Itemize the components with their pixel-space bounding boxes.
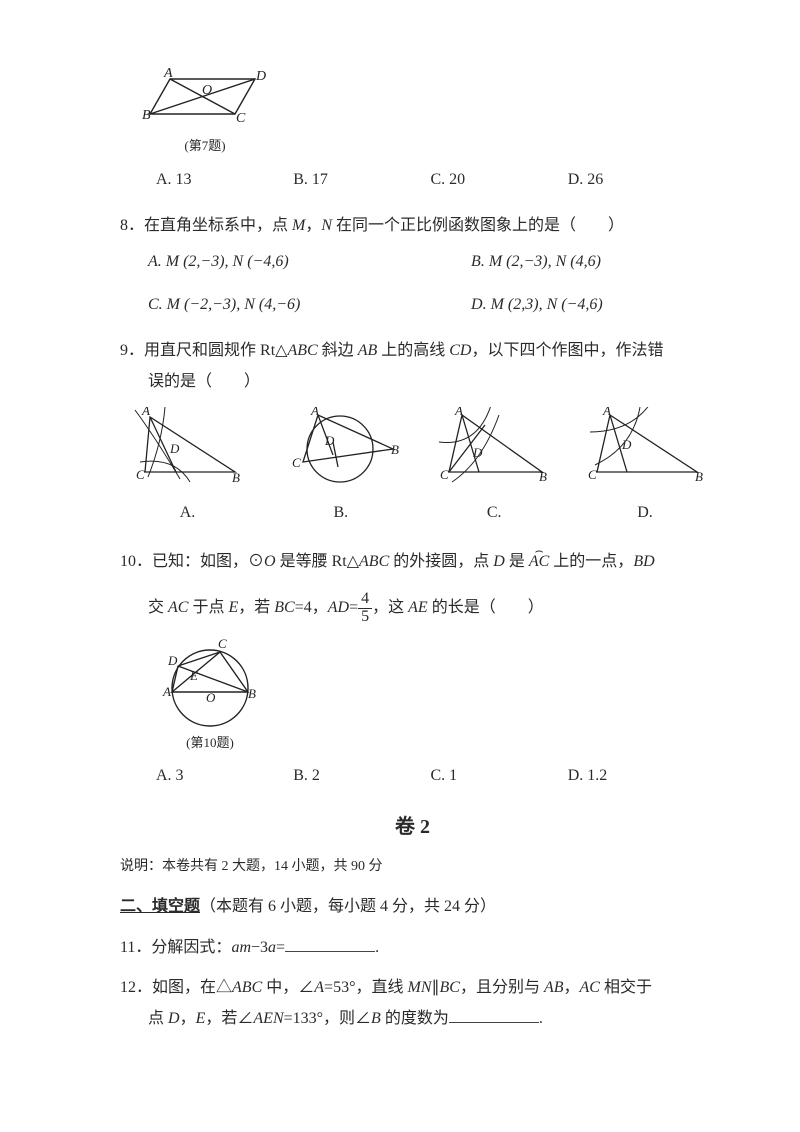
q10-opt-c: C. 1 <box>431 761 568 791</box>
section2-header-a: 二、填空题 <box>120 898 200 915</box>
q8-opt-c: C. M (−2,−3), N (4,−6) <box>148 290 471 320</box>
q7-caption: (第7题) <box>140 134 270 159</box>
label-B: B <box>142 108 151 123</box>
q9-fig-b: A C B D <box>278 407 403 487</box>
label-C: C <box>236 111 246 126</box>
section2-header-b: （本题有 6 小题，每小题 4 分，共 24 分） <box>200 898 496 915</box>
svg-text:C: C <box>292 455 301 470</box>
q7-options: A. 13 B. 17 C. 20 D. 26 <box>156 165 705 195</box>
q8-opt-d: D. M (2,3), N (−4,6) <box>471 290 705 320</box>
svg-text:D: D <box>324 433 335 448</box>
q7-figure: A D B C O (第7题) <box>140 64 705 159</box>
q12-blank <box>449 1007 539 1023</box>
q10-opt-a: A. 3 <box>156 761 293 791</box>
svg-text:D: D <box>167 653 178 668</box>
q9-fig-c: A C B D <box>437 407 552 487</box>
svg-text:D: D <box>472 445 483 460</box>
svg-text:C: C <box>218 636 227 651</box>
q8-opt-a: A. M (2,−3), N (−4,6) <box>148 247 471 277</box>
q11-blank <box>285 936 375 952</box>
svg-text:C: C <box>588 467 597 482</box>
q9: 9．用直尺和圆规作 Rt△ABC 斜边 AB 上的高线 CD，以下四个作图中，作… <box>120 336 705 397</box>
section2-header: 二、填空题（本题有 6 小题，每小题 4 分，共 24 分） <box>120 892 705 922</box>
label-D: D <box>255 69 266 84</box>
q11: 11．分解因式：am−3a=. <box>120 933 705 963</box>
q10: 10．已知：如图，⊙O 是等腰 Rt△ABC 的外接圆，点 D 是 AC 上的一… <box>120 547 705 626</box>
q8: 8．在直角坐标系中，点 M，N 在同一个正比例函数图象上的是（ ） A. M (… <box>120 211 705 320</box>
label-A: A <box>163 66 173 81</box>
q10-options: A. 3 B. 2 C. 1 D. 1.2 <box>156 761 705 791</box>
q10-opt-b: B. 2 <box>293 761 430 791</box>
svg-text:B: B <box>248 686 256 701</box>
svg-text:O: O <box>206 690 216 705</box>
svg-text:B: B <box>391 442 399 457</box>
svg-text:A: A <box>454 407 463 418</box>
svg-text:A: A <box>310 407 319 418</box>
label-O: O <box>202 83 212 98</box>
q7-opt-b: B. 17 <box>293 165 430 195</box>
q9-fig-d: A C B D <box>585 407 705 487</box>
svg-text:D: D <box>169 441 180 456</box>
q7-opt-c: C. 20 <box>431 165 568 195</box>
svg-text:B: B <box>695 469 703 484</box>
svg-text:C: C <box>440 467 449 482</box>
svg-text:A: A <box>141 407 150 418</box>
section2-explain: 说明：本卷共有 2 大题，14 小题，共 90 分 <box>120 854 705 881</box>
q7-opt-d: D. 26 <box>568 165 705 195</box>
svg-text:B: B <box>232 470 240 485</box>
q8-opt-b: B. M (2,−3), N (4,6) <box>471 247 705 277</box>
q9-fig-a: A C B D <box>130 407 245 487</box>
svg-text:E: E <box>189 668 198 683</box>
q12: 12．如图，在△ABC 中，∠A=53°，直线 MN∥BC，且分别与 AB，AC… <box>120 973 705 1034</box>
svg-text:A: A <box>162 684 171 699</box>
q10-opt-d: D. 1.2 <box>568 761 705 791</box>
svg-text:A: A <box>602 407 611 418</box>
svg-text:D: D <box>621 437 632 452</box>
q7-opt-a: A. 13 <box>156 165 293 195</box>
svg-text:C: C <box>136 467 145 482</box>
svg-text:B: B <box>539 469 547 484</box>
q9-figures: ACBD A. ACBD B. <box>130 407 705 529</box>
q10-figure: ABC DEO (第10题) <box>150 636 705 756</box>
q8-num: 8． <box>120 211 144 241</box>
section2-title: 卷 2 <box>120 808 705 846</box>
